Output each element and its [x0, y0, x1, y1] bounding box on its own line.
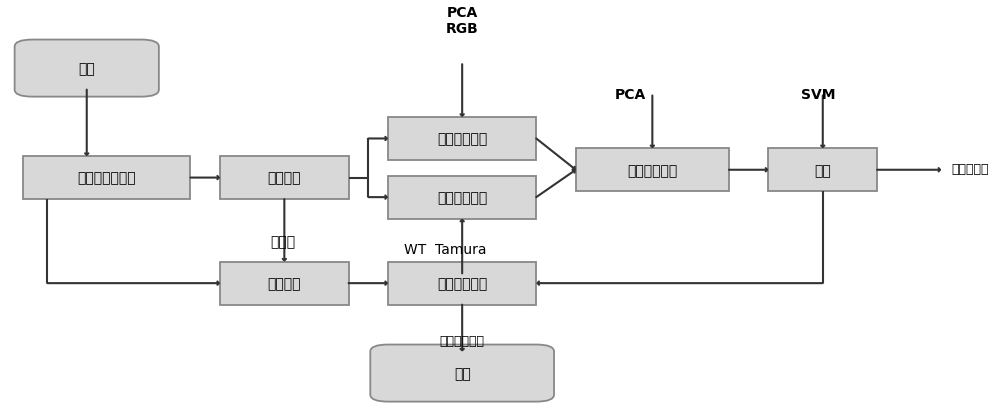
FancyBboxPatch shape	[388, 118, 536, 161]
Text: PCA: PCA	[614, 88, 646, 102]
FancyBboxPatch shape	[220, 262, 349, 305]
Text: 分类调整校正: 分类调整校正	[437, 276, 487, 290]
Text: 分类: 分类	[814, 164, 831, 177]
FancyBboxPatch shape	[15, 40, 159, 97]
Text: 图像分块: 图像分块	[268, 171, 301, 185]
Text: 提取颜色特征: 提取颜色特征	[437, 132, 487, 146]
FancyBboxPatch shape	[388, 262, 536, 305]
Text: 图像分割: 图像分割	[268, 276, 301, 290]
Text: 最终分类结果: 最终分类结果	[440, 334, 485, 347]
Text: 开始: 开始	[78, 62, 95, 76]
Text: 分水岭: 分水岭	[270, 235, 295, 249]
FancyBboxPatch shape	[23, 157, 190, 199]
Text: 提取纹理特征: 提取纹理特征	[437, 191, 487, 204]
Text: WT  Tamura: WT Tamura	[404, 242, 487, 256]
FancyBboxPatch shape	[388, 176, 536, 219]
Text: PCA
RGB: PCA RGB	[446, 6, 479, 36]
FancyBboxPatch shape	[370, 345, 554, 402]
FancyBboxPatch shape	[220, 157, 349, 199]
Text: 数据降维处理: 数据降维处理	[627, 164, 677, 177]
Text: 原始矿岩块图像: 原始矿岩块图像	[77, 171, 136, 185]
FancyBboxPatch shape	[576, 149, 729, 192]
Text: 粗分类结果: 粗分类结果	[951, 163, 989, 176]
Text: 结束: 结束	[454, 366, 471, 380]
Text: SVM: SVM	[801, 88, 835, 102]
FancyBboxPatch shape	[768, 149, 877, 192]
